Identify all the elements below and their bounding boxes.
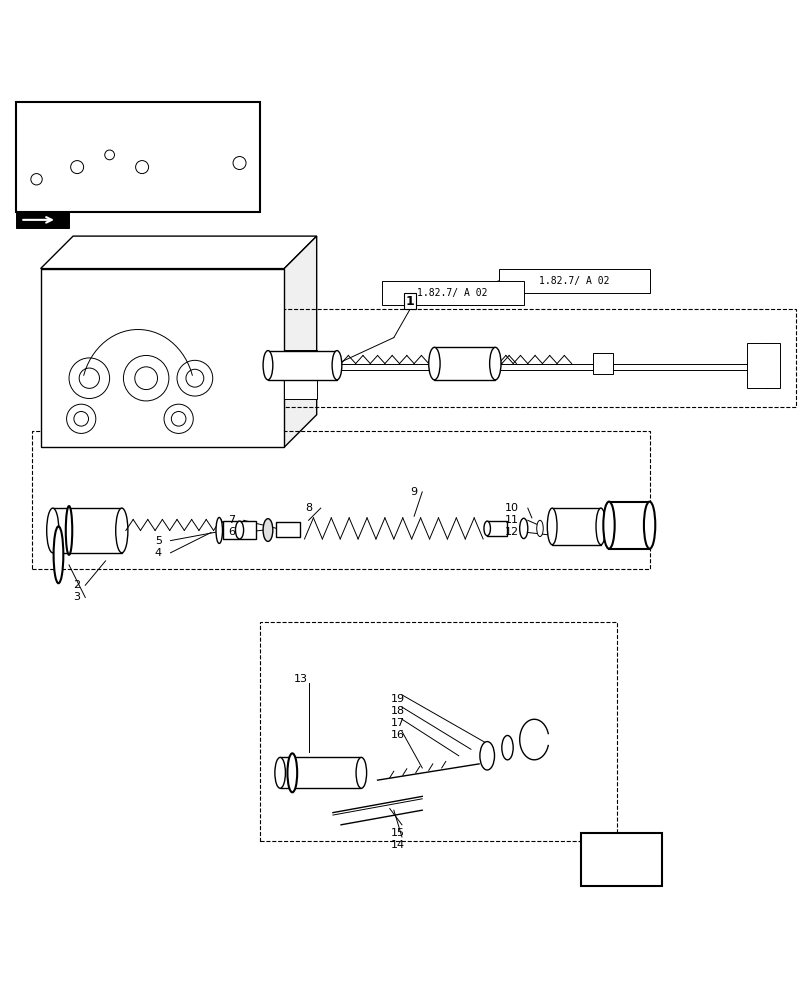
Text: 16: 16 [390, 730, 405, 740]
Text: 2: 2 [74, 580, 80, 590]
Text: 8: 8 [305, 503, 311, 513]
Text: 11: 11 [504, 515, 518, 525]
Circle shape [31, 174, 42, 185]
Text: 18: 18 [390, 706, 405, 716]
Circle shape [105, 150, 114, 160]
Ellipse shape [263, 351, 272, 380]
Bar [381, 281, 523, 305]
Circle shape [123, 355, 169, 401]
Ellipse shape [603, 502, 614, 549]
Polygon shape [284, 236, 316, 447]
Bar [487, 521, 507, 536]
Text: 9: 9 [410, 487, 417, 497]
Bar [280, 757, 361, 788]
Bar [551, 508, 600, 545]
Text: 12: 12 [504, 527, 518, 537]
Circle shape [71, 161, 84, 174]
Text: 1.82.7/ A 02: 1.82.7/ A 02 [417, 288, 487, 298]
Bar [284, 350, 316, 398]
Polygon shape [49, 114, 219, 191]
Bar [608, 502, 649, 549]
Ellipse shape [66, 506, 72, 555]
Ellipse shape [643, 502, 654, 549]
Ellipse shape [47, 508, 58, 553]
Ellipse shape [483, 521, 490, 536]
Bar [434, 347, 495, 380]
Ellipse shape [332, 351, 341, 380]
Ellipse shape [287, 753, 297, 792]
Bar [499, 269, 649, 293]
Bar [243, 309, 795, 407]
Polygon shape [97, 106, 154, 139]
Circle shape [67, 404, 96, 433]
Circle shape [233, 157, 246, 170]
Bar [260, 622, 616, 841]
Bar [16, 212, 69, 228]
Polygon shape [41, 236, 316, 269]
Polygon shape [584, 845, 649, 878]
Ellipse shape [274, 757, 285, 788]
Text: 14: 14 [390, 840, 405, 850]
Circle shape [135, 367, 157, 390]
Text: 7: 7 [228, 515, 234, 525]
Ellipse shape [501, 735, 513, 760]
Ellipse shape [216, 517, 222, 543]
Circle shape [171, 411, 186, 426]
Bar [580, 833, 661, 886]
Bar [53, 508, 122, 553]
Circle shape [74, 411, 88, 426]
Bar [41, 269, 284, 447]
Ellipse shape [536, 520, 543, 537]
Circle shape [164, 404, 193, 433]
Bar [746, 343, 779, 388]
Bar [32, 431, 649, 569]
Ellipse shape [756, 344, 776, 388]
Text: 1: 1 [406, 295, 414, 308]
Ellipse shape [519, 518, 527, 539]
Text: 15: 15 [390, 828, 405, 838]
Ellipse shape [547, 508, 556, 545]
Bar [16, 102, 260, 212]
Text: 17: 17 [390, 718, 405, 728]
Circle shape [135, 161, 148, 174]
Text: 5: 5 [155, 536, 161, 546]
Ellipse shape [489, 347, 500, 380]
Ellipse shape [428, 347, 440, 380]
Text: 13: 13 [293, 674, 307, 684]
Circle shape [186, 369, 204, 387]
Text: 6: 6 [228, 527, 234, 537]
Circle shape [69, 358, 109, 398]
Text: 1.82.7/ A 02: 1.82.7/ A 02 [539, 276, 609, 286]
Bar [592, 353, 612, 374]
Circle shape [79, 368, 99, 388]
Text: 4: 4 [155, 548, 161, 558]
Ellipse shape [263, 519, 272, 541]
Text: 19: 19 [390, 694, 405, 704]
Ellipse shape [595, 508, 605, 545]
Ellipse shape [54, 526, 63, 583]
Circle shape [177, 360, 212, 396]
Ellipse shape [235, 521, 243, 539]
Bar [268, 351, 337, 380]
Ellipse shape [355, 757, 367, 788]
Text: 10: 10 [504, 503, 518, 513]
Ellipse shape [479, 742, 494, 770]
Bar [223, 521, 255, 539]
Text: 3: 3 [74, 592, 80, 602]
Bar [276, 522, 300, 537]
Ellipse shape [115, 508, 128, 553]
